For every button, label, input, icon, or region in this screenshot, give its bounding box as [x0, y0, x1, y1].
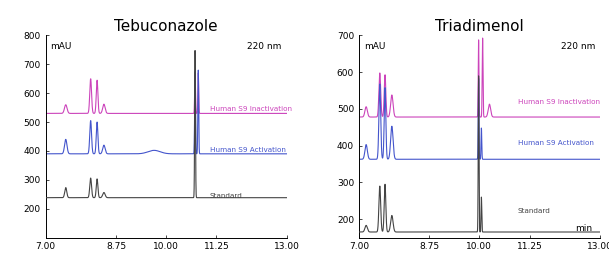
Title: Tebuconazole: Tebuconazole: [114, 19, 218, 34]
Text: Human S9 Activation: Human S9 Activation: [518, 140, 594, 146]
Text: mAU: mAU: [364, 41, 385, 51]
Text: Human S9 Activation: Human S9 Activation: [209, 147, 286, 153]
Text: 220 nm: 220 nm: [247, 41, 282, 51]
Text: Standard: Standard: [209, 193, 242, 199]
Text: Human S9 Inactivation: Human S9 Inactivation: [518, 99, 600, 105]
Text: min: min: [576, 224, 593, 233]
Text: Standard: Standard: [518, 208, 551, 214]
Text: 220 nm: 220 nm: [561, 41, 595, 51]
Text: Human S9 Inactivation: Human S9 Inactivation: [209, 106, 292, 112]
Title: Triadimenol: Triadimenol: [435, 19, 524, 34]
Text: mAU: mAU: [51, 41, 72, 51]
